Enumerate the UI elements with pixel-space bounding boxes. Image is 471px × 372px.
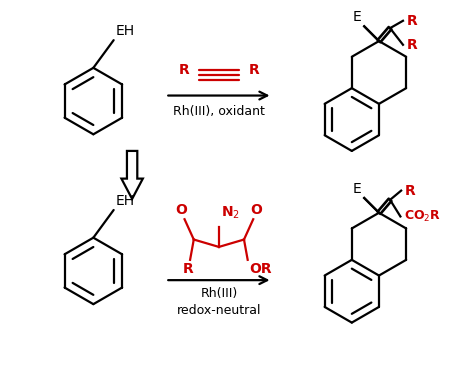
Text: Rh(III): Rh(III) xyxy=(200,287,237,300)
Text: CO$_2$R: CO$_2$R xyxy=(404,209,441,224)
Text: E: E xyxy=(352,182,361,196)
Text: R: R xyxy=(248,64,259,77)
Text: R: R xyxy=(406,38,417,52)
Text: EH: EH xyxy=(115,24,135,38)
Text: Rh(III), oxidant: Rh(III), oxidant xyxy=(173,105,265,118)
Text: O: O xyxy=(250,203,262,217)
Text: R: R xyxy=(179,64,189,77)
Text: N$_2$: N$_2$ xyxy=(221,205,240,221)
Text: EH: EH xyxy=(115,194,135,208)
Text: R: R xyxy=(405,184,415,198)
Text: R: R xyxy=(406,14,417,28)
Text: O: O xyxy=(176,203,187,217)
Text: OR: OR xyxy=(250,262,272,276)
Polygon shape xyxy=(122,151,143,199)
Text: redox-neutral: redox-neutral xyxy=(177,304,261,317)
Text: R: R xyxy=(183,262,194,276)
Text: E: E xyxy=(352,10,361,25)
